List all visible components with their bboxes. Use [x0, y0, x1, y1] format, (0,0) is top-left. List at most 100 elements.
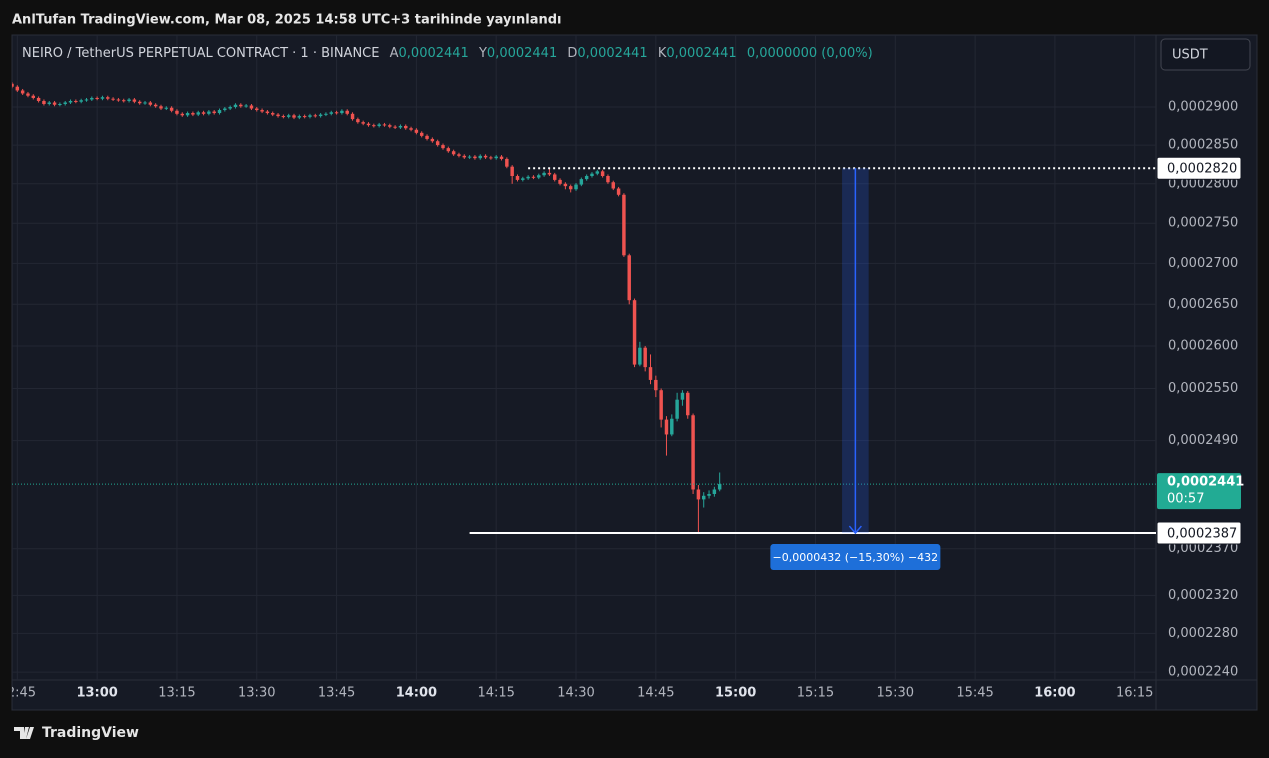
candle-body [654, 379, 658, 391]
candle-body [595, 171, 600, 174]
footer-logo: TradingView [14, 725, 139, 741]
y-tick-label: 0,0002490 [1168, 433, 1238, 448]
y-tick-label: 0,0002280 [1168, 626, 1238, 641]
candle-body [159, 106, 163, 109]
x-tick-label: 14:30 [557, 686, 594, 701]
candle-body [584, 176, 589, 180]
price-line-box [1156, 521, 1242, 545]
currency-button[interactable]: USDT [1160, 38, 1251, 71]
x-tick-label: 15:15 [797, 686, 834, 701]
candle-body [467, 156, 472, 158]
candle-body [63, 102, 67, 104]
candle-body [686, 392, 690, 416]
candle-body [15, 86, 20, 91]
candle-body [505, 158, 509, 167]
candle-body [361, 122, 365, 124]
candle-body [260, 110, 264, 112]
y-tick-label: 0,0002600 [1168, 338, 1238, 353]
candle-body [451, 151, 456, 155]
x-tick-label: 13:45 [318, 686, 355, 701]
candle-body [153, 104, 158, 107]
candle-body [701, 495, 706, 500]
candle-body [127, 99, 131, 101]
price-line-label: 0,0002820 [1167, 162, 1237, 177]
last-price-box [1157, 473, 1241, 510]
candle-body [553, 174, 557, 180]
x-tick-label: 13:00 [76, 686, 117, 701]
x-tick-label: 14:45 [637, 686, 674, 701]
candle-body [419, 132, 424, 136]
candle-body [356, 119, 360, 123]
candle-body [712, 489, 717, 494]
candle-body [675, 399, 679, 419]
x-tick-label: 12:45 [0, 686, 36, 701]
candle-body [414, 129, 419, 133]
candle-body [292, 115, 296, 118]
candle-body [207, 111, 211, 114]
candle-body [382, 124, 387, 126]
y-tick-label: 0,0002800 [1168, 176, 1238, 191]
currency-label[interactable]: USDT [1172, 48, 1208, 63]
candle-body [664, 419, 669, 435]
candle-body [350, 113, 355, 120]
currency-button-box[interactable] [1160, 38, 1251, 71]
candle-body [707, 493, 711, 496]
legend-key: Y [478, 46, 487, 61]
candle-body [345, 110, 349, 114]
candle-body [270, 113, 275, 115]
chart-panel [11, 34, 1258, 711]
candle-body [563, 183, 568, 187]
candle-body [318, 114, 323, 117]
candle-body [201, 112, 206, 114]
x-tick-label: 15:30 [877, 686, 914, 701]
countdown: 00:57 [1167, 492, 1204, 507]
candle-body [398, 125, 403, 128]
header: AnlTufan TradingView.com, Mar 08, 2025 1… [12, 13, 561, 28]
candle-body [313, 115, 318, 117]
legend-value: 0,0002441 [666, 46, 736, 61]
candle-body [638, 347, 642, 365]
candle-body [632, 300, 637, 365]
candle-body [47, 102, 51, 104]
candle-body [79, 100, 83, 102]
candle-body [164, 107, 169, 109]
candle-body [302, 116, 307, 118]
candle-body [659, 390, 663, 420]
candle-body [627, 255, 631, 301]
candle-body [334, 112, 339, 114]
measure-label: −0,0000432 (−15,30%) −432 [773, 551, 939, 564]
candle-body [510, 166, 514, 177]
candle-body [12, 83, 14, 87]
candle-body [244, 105, 248, 107]
legend-value: 0,0002441 [399, 46, 469, 61]
candle-body [393, 126, 397, 128]
candle-body [340, 110, 344, 114]
candle-body [196, 112, 200, 115]
candle-body [74, 100, 78, 102]
candle-body [717, 484, 722, 490]
x-tick-label: 15:00 [715, 686, 756, 701]
candle-body [281, 116, 286, 118]
candle-body [435, 141, 440, 146]
candle-body [148, 102, 153, 105]
candle-body [531, 176, 536, 178]
candle-body [441, 145, 445, 149]
legend: NEIRO / TetherUS PERPETUAL CONTRACT · 1 … [22, 46, 873, 61]
candle-body [42, 100, 46, 104]
candle-body [547, 172, 552, 175]
candle-body [526, 176, 530, 179]
candle-body [249, 105, 254, 109]
candle-body [58, 103, 62, 105]
candle-body [137, 101, 142, 104]
legend-symbol: NEIRO / TetherUS PERPETUAL CONTRACT · 1 … [22, 46, 379, 61]
candle-body [521, 178, 525, 180]
candle-body [20, 90, 25, 94]
candle-body [116, 99, 121, 101]
y-tick-label: 0,0002650 [1168, 297, 1238, 312]
y-tick-label: 0,0002900 [1168, 100, 1238, 115]
legend-change: 0,0000000 (0,00%) [747, 46, 873, 61]
candle-body [212, 111, 216, 114]
x-tick-label: 14:15 [477, 686, 514, 701]
candle-body [239, 104, 243, 107]
